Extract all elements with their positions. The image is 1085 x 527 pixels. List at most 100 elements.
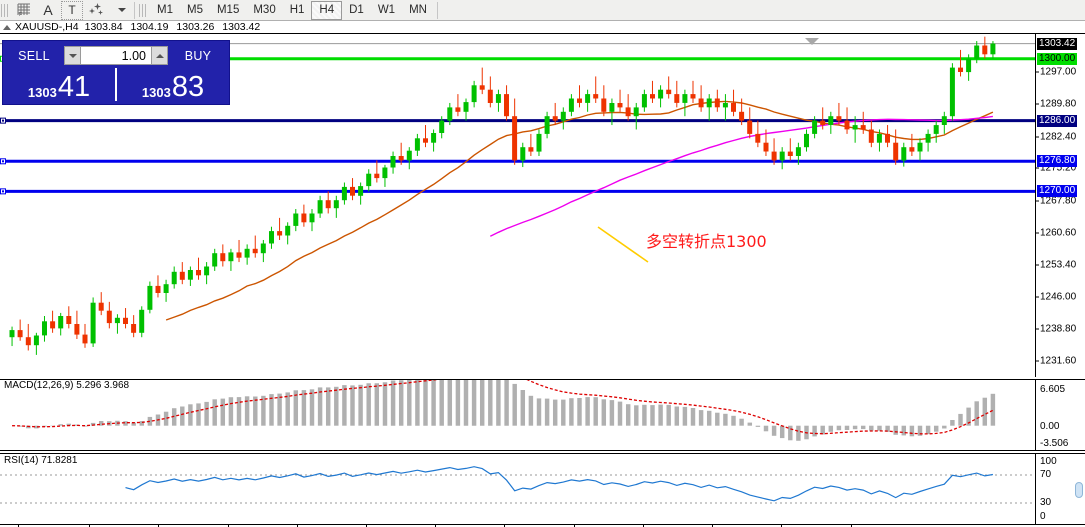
rsi-tick-label: 30 [1040,497,1052,508]
chevron-down-icon [118,8,126,12]
macd-pane[interactable]: MACD(12,26,9) 5.296 3.968 [0,379,1035,451]
price-tick [1036,232,1039,234]
timeframe-w1[interactable]: W1 [377,4,396,16]
chart-scrollbar[interactable] [1075,458,1083,520]
chart-shift-marker-icon[interactable] [805,38,819,45]
timeframe-h1[interactable]: H1 [289,4,305,16]
buy-label[interactable]: BUY [184,48,212,63]
time-tick [89,525,91,527]
rsi-label: RSI(14) 71.8281 [4,455,80,466]
price-tick-label: 1289.80 [1040,98,1077,110]
price-tick-label: 1297.00 [1040,66,1077,78]
price-tick-label: 1246.00 [1040,291,1077,303]
price-highlight-1286-00: 1286.00 [1037,114,1078,127]
buy-price-points: 83 [171,71,205,103]
price-tick [1036,71,1039,73]
indicators-icon[interactable] [85,1,109,20]
macd-svg [12,380,996,441]
timeframe-h4[interactable]: H4 [311,0,343,20]
timeframe-m30[interactable]: M30 [253,4,276,16]
text-box-glyph: T [68,3,76,17]
price-tick-label: 1231.60 [1040,355,1077,367]
time-tick [17,525,19,527]
rsi-axis: 100 70 30 0 [1035,453,1085,524]
text-label-glyph: A [43,2,53,18]
arrow-up-icon [155,53,164,58]
timeframe-m15[interactable]: M15 [216,4,240,16]
one-click-trading-panel[interactable]: SELL 1.00 BUY 1303 41 1303 83 [2,40,230,105]
sell-price-prefix: 1303 [27,85,57,100]
volume-stepper[interactable]: 1.00 [64,46,168,66]
timeframe-group: M1 M5 M15 M30 H1 H4 D1 W1 MN [150,0,434,20]
ohlc-high: 1304.19 [130,21,169,33]
price-tick [1036,360,1039,362]
price-tick [1036,296,1039,298]
time-tick [850,525,852,527]
scrollbar-thumb[interactable] [1075,482,1083,498]
price-tick [1036,328,1039,330]
price-highlight-1303-42: 1303.42 [1037,37,1078,50]
price-tick-label: 1238.80 [1040,323,1077,335]
price-axis[interactable]: 1297.00 1289.80 1282.40 1275.20 1267.80 1260.… [1035,34,1085,377]
text-label-icon[interactable]: A [37,1,59,20]
main-toolbar: F A T M1 M5 M15 M30 H1 H4 D1 W1 MN [0,0,1085,21]
sparkle-glyph [89,3,105,17]
sell-price-points: 41 [57,71,91,103]
volume-decrease-button[interactable] [64,46,81,65]
rsi-tick-label: 100 [1040,456,1057,467]
price-tick [1036,136,1039,138]
trade-panel-top-row: SELL 1.00 BUY [3,41,229,67]
volume-input[interactable]: 1.00 [81,46,151,65]
time-tick [573,525,575,527]
macd-tick-label: 6.605 [1040,384,1066,395]
price-tick-label: 1267.80 [1040,195,1077,207]
time-tick [781,525,783,527]
toolbar-divider-2 [436,1,438,19]
price-tick-label: 1253.40 [1040,259,1077,271]
rsi-svg [0,466,1035,504]
rsi-tick-label: 70 [1040,469,1052,480]
arrow-down-icon [68,53,77,58]
indicators-dropdown-arrow[interactable] [111,1,130,20]
text-box-icon[interactable]: T [61,0,83,20]
price-tick [1036,103,1039,105]
time-axis[interactable]: 9 Dec 201812 Dec 12:0017 Dec 04:0019 Dec… [0,524,1085,527]
chart-container: 1297.00 1289.80 1282.40 1275.20 1267.80 1260.… [0,34,1085,527]
timeframe-grip[interactable] [139,1,148,19]
timeframe-d1[interactable]: D1 [349,4,364,16]
time-tick [712,525,714,527]
sell-label[interactable]: SELL [18,48,50,63]
macd-tick-label: -3.506 [1040,438,1069,449]
timeframe-m1[interactable]: M1 [157,4,173,16]
time-tick [158,525,160,527]
price-tick [1036,167,1039,169]
time-tick [366,525,368,527]
time-tick [227,525,229,527]
timeframe-mn[interactable]: MN [409,4,427,16]
symbol-info-bar: XAUUSD-,H4 1303.84 1304.19 1303.26 1303.… [0,21,1085,34]
rsi-pane[interactable]: RSI(14) 71.8281 [0,453,1035,524]
time-tick [642,525,644,527]
ohlc-values: 1303.84 1304.19 1303.26 1303.42 [85,21,266,33]
macd-tick-label: 0.00 [1040,421,1060,432]
timeframe-m5[interactable]: M5 [186,4,203,16]
price-highlight-1300-00: 1300.00 [1037,52,1078,65]
price-tick-label: 1282.40 [1040,131,1077,143]
ohlc-low: 1303.26 [176,21,215,33]
collapse-triangle-icon[interactable] [3,24,11,30]
sell-button[interactable]: 1303 41 [3,67,115,103]
volume-increase-button[interactable] [151,46,168,65]
price-tick [1036,200,1039,202]
crosshair-icon[interactable]: F [13,1,35,20]
trade-panel-prices: 1303 41 1303 83 [3,67,229,103]
price-highlight-1276-80: 1276.80 [1037,155,1078,168]
symbol-name: XAUUSD-,H4 [15,21,79,33]
buy-button[interactable]: 1303 83 [117,67,229,103]
time-tick [435,525,437,527]
toolbar-grip[interactable] [1,1,10,19]
trade-panel-divider [115,68,117,101]
ohlc-close: 1303.42 [222,21,261,33]
rsi-tick-label: 0 [1040,511,1046,522]
chart-annotation-text: 多空转折点1300 [646,232,767,251]
